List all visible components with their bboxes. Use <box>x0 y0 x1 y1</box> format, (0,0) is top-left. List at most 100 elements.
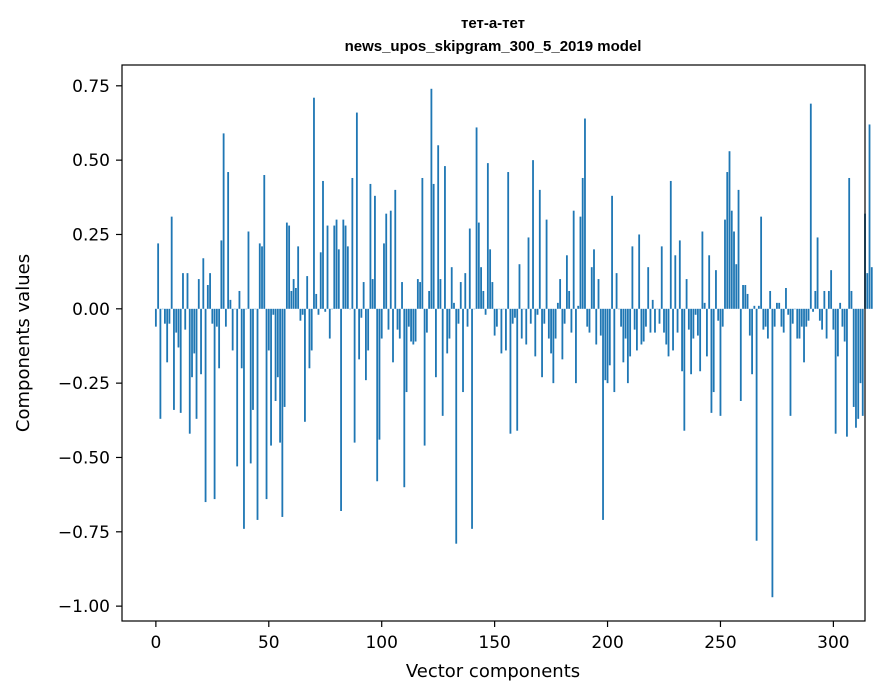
bar-component-75 <box>324 308 327 312</box>
bar-component-265 <box>753 305 756 309</box>
bar-component-111 <box>405 308 408 393</box>
bar-component-171 <box>541 308 543 378</box>
bar-component-151 <box>495 308 498 327</box>
bar-component-208 <box>624 308 627 339</box>
bar-component-206 <box>620 308 622 327</box>
bar-component-233 <box>681 308 683 372</box>
y-tick-label: −1.00 <box>58 597 110 617</box>
bar-component-196 <box>597 279 600 309</box>
bar-component-13 <box>184 308 187 330</box>
y-axis-label: Components values <box>13 254 34 432</box>
bar-component-248 <box>715 270 717 309</box>
bar-component-87 <box>351 177 354 309</box>
bar-component-309 <box>852 308 855 407</box>
bar-component-122 <box>430 88 433 309</box>
bar-component-1 <box>157 243 160 309</box>
plot-frame <box>121 64 866 622</box>
bar-component-137 <box>464 273 467 309</box>
bar-component-130 <box>448 308 451 339</box>
chart-title-line2: news_upos_skipgram_300_5_2019 model <box>345 38 642 55</box>
bar-component-60 <box>290 290 293 309</box>
bar-component-134 <box>457 308 460 324</box>
bar-component-177 <box>554 308 557 339</box>
bar-component-261 <box>744 285 747 309</box>
bar-component-190 <box>584 118 586 309</box>
bar-component-79 <box>333 225 336 309</box>
bar-component-210 <box>629 308 632 357</box>
y-tick-label: −0.25 <box>58 374 110 394</box>
bar-component-259 <box>739 308 742 401</box>
bar-component-52 <box>272 308 275 315</box>
bar-component-65 <box>301 308 304 315</box>
bar-component-160 <box>516 308 519 431</box>
bar-component-20 <box>200 308 202 375</box>
bar-component-25 <box>211 308 214 324</box>
bar-component-17 <box>193 308 196 354</box>
x-tick-label: 300 <box>817 633 849 653</box>
bar-component-153 <box>500 308 503 354</box>
bar-component-173 <box>545 219 548 309</box>
bar-component-46 <box>258 243 261 309</box>
bar-component-128 <box>444 166 446 309</box>
bar-component-189 <box>581 177 584 309</box>
bar-component-221 <box>654 308 656 333</box>
bar-component-165 <box>527 237 530 309</box>
bar-component-106 <box>394 189 397 309</box>
bar-component-6 <box>168 308 171 324</box>
bar-component-41 <box>247 231 250 309</box>
bar-component-101 <box>383 243 385 309</box>
bar-component-215 <box>640 308 643 345</box>
bar-component-8 <box>173 308 175 410</box>
bar-component-244 <box>706 308 708 357</box>
bar-component-304 <box>841 308 844 327</box>
bar-component-22 <box>204 308 207 503</box>
bar-component-317 <box>870 267 873 309</box>
y-tick-label: 0.25 <box>72 225 110 245</box>
bar-component-108 <box>398 308 401 339</box>
bar-component-300 <box>832 308 835 330</box>
bar-component-31 <box>224 308 227 327</box>
bar-component-107 <box>396 308 399 330</box>
bar-component-138 <box>466 308 469 327</box>
bar-component-42 <box>249 308 252 464</box>
bar-component-182 <box>565 255 568 309</box>
bar-component-211 <box>631 246 634 309</box>
bar-component-246 <box>710 308 713 413</box>
y-axis: −1.00 −0.75 −0.50 −0.25 0.00 0.25 0.50 0.75 <box>58 77 122 617</box>
bar-component-250 <box>719 308 722 416</box>
bar-component-235 <box>685 279 688 309</box>
bar-component-68 <box>308 308 311 369</box>
bar-component-287 <box>803 308 805 363</box>
bar-component-104 <box>389 210 392 309</box>
bar-component-82 <box>340 308 342 511</box>
bar-component-113 <box>410 308 412 342</box>
bar-component-219 <box>649 308 652 333</box>
x-tick-label: 50 <box>258 633 280 653</box>
bar-component-185 <box>572 210 575 309</box>
bar-component-34 <box>231 308 234 351</box>
bar-component-297 <box>825 308 828 339</box>
bar-component-183 <box>568 290 571 309</box>
bar-component-228 <box>669 180 672 309</box>
bar-component-162 <box>520 308 523 339</box>
bar-component-242 <box>701 231 704 309</box>
y-tick-label: 0.00 <box>72 300 110 320</box>
bar-component-19 <box>197 279 200 309</box>
bar-component-217 <box>645 308 647 327</box>
bar-component-5 <box>166 308 169 363</box>
bar-component-315 <box>866 273 869 309</box>
bar-component-48 <box>263 175 266 309</box>
bar-component-174 <box>547 308 550 339</box>
bar-component-278 <box>782 308 785 333</box>
bar-component-94 <box>367 308 370 351</box>
bar-component-112 <box>407 308 410 327</box>
bar-component-132 <box>453 302 455 309</box>
bar-component-176 <box>552 308 555 384</box>
y-tick-label: −0.75 <box>58 523 110 543</box>
bar-component-168 <box>534 308 537 357</box>
bar-component-252 <box>724 219 726 309</box>
bar-component-214 <box>638 234 641 309</box>
bar-component-89 <box>355 112 358 309</box>
bar-component-313 <box>861 308 864 416</box>
bar-component-118 <box>421 177 424 309</box>
